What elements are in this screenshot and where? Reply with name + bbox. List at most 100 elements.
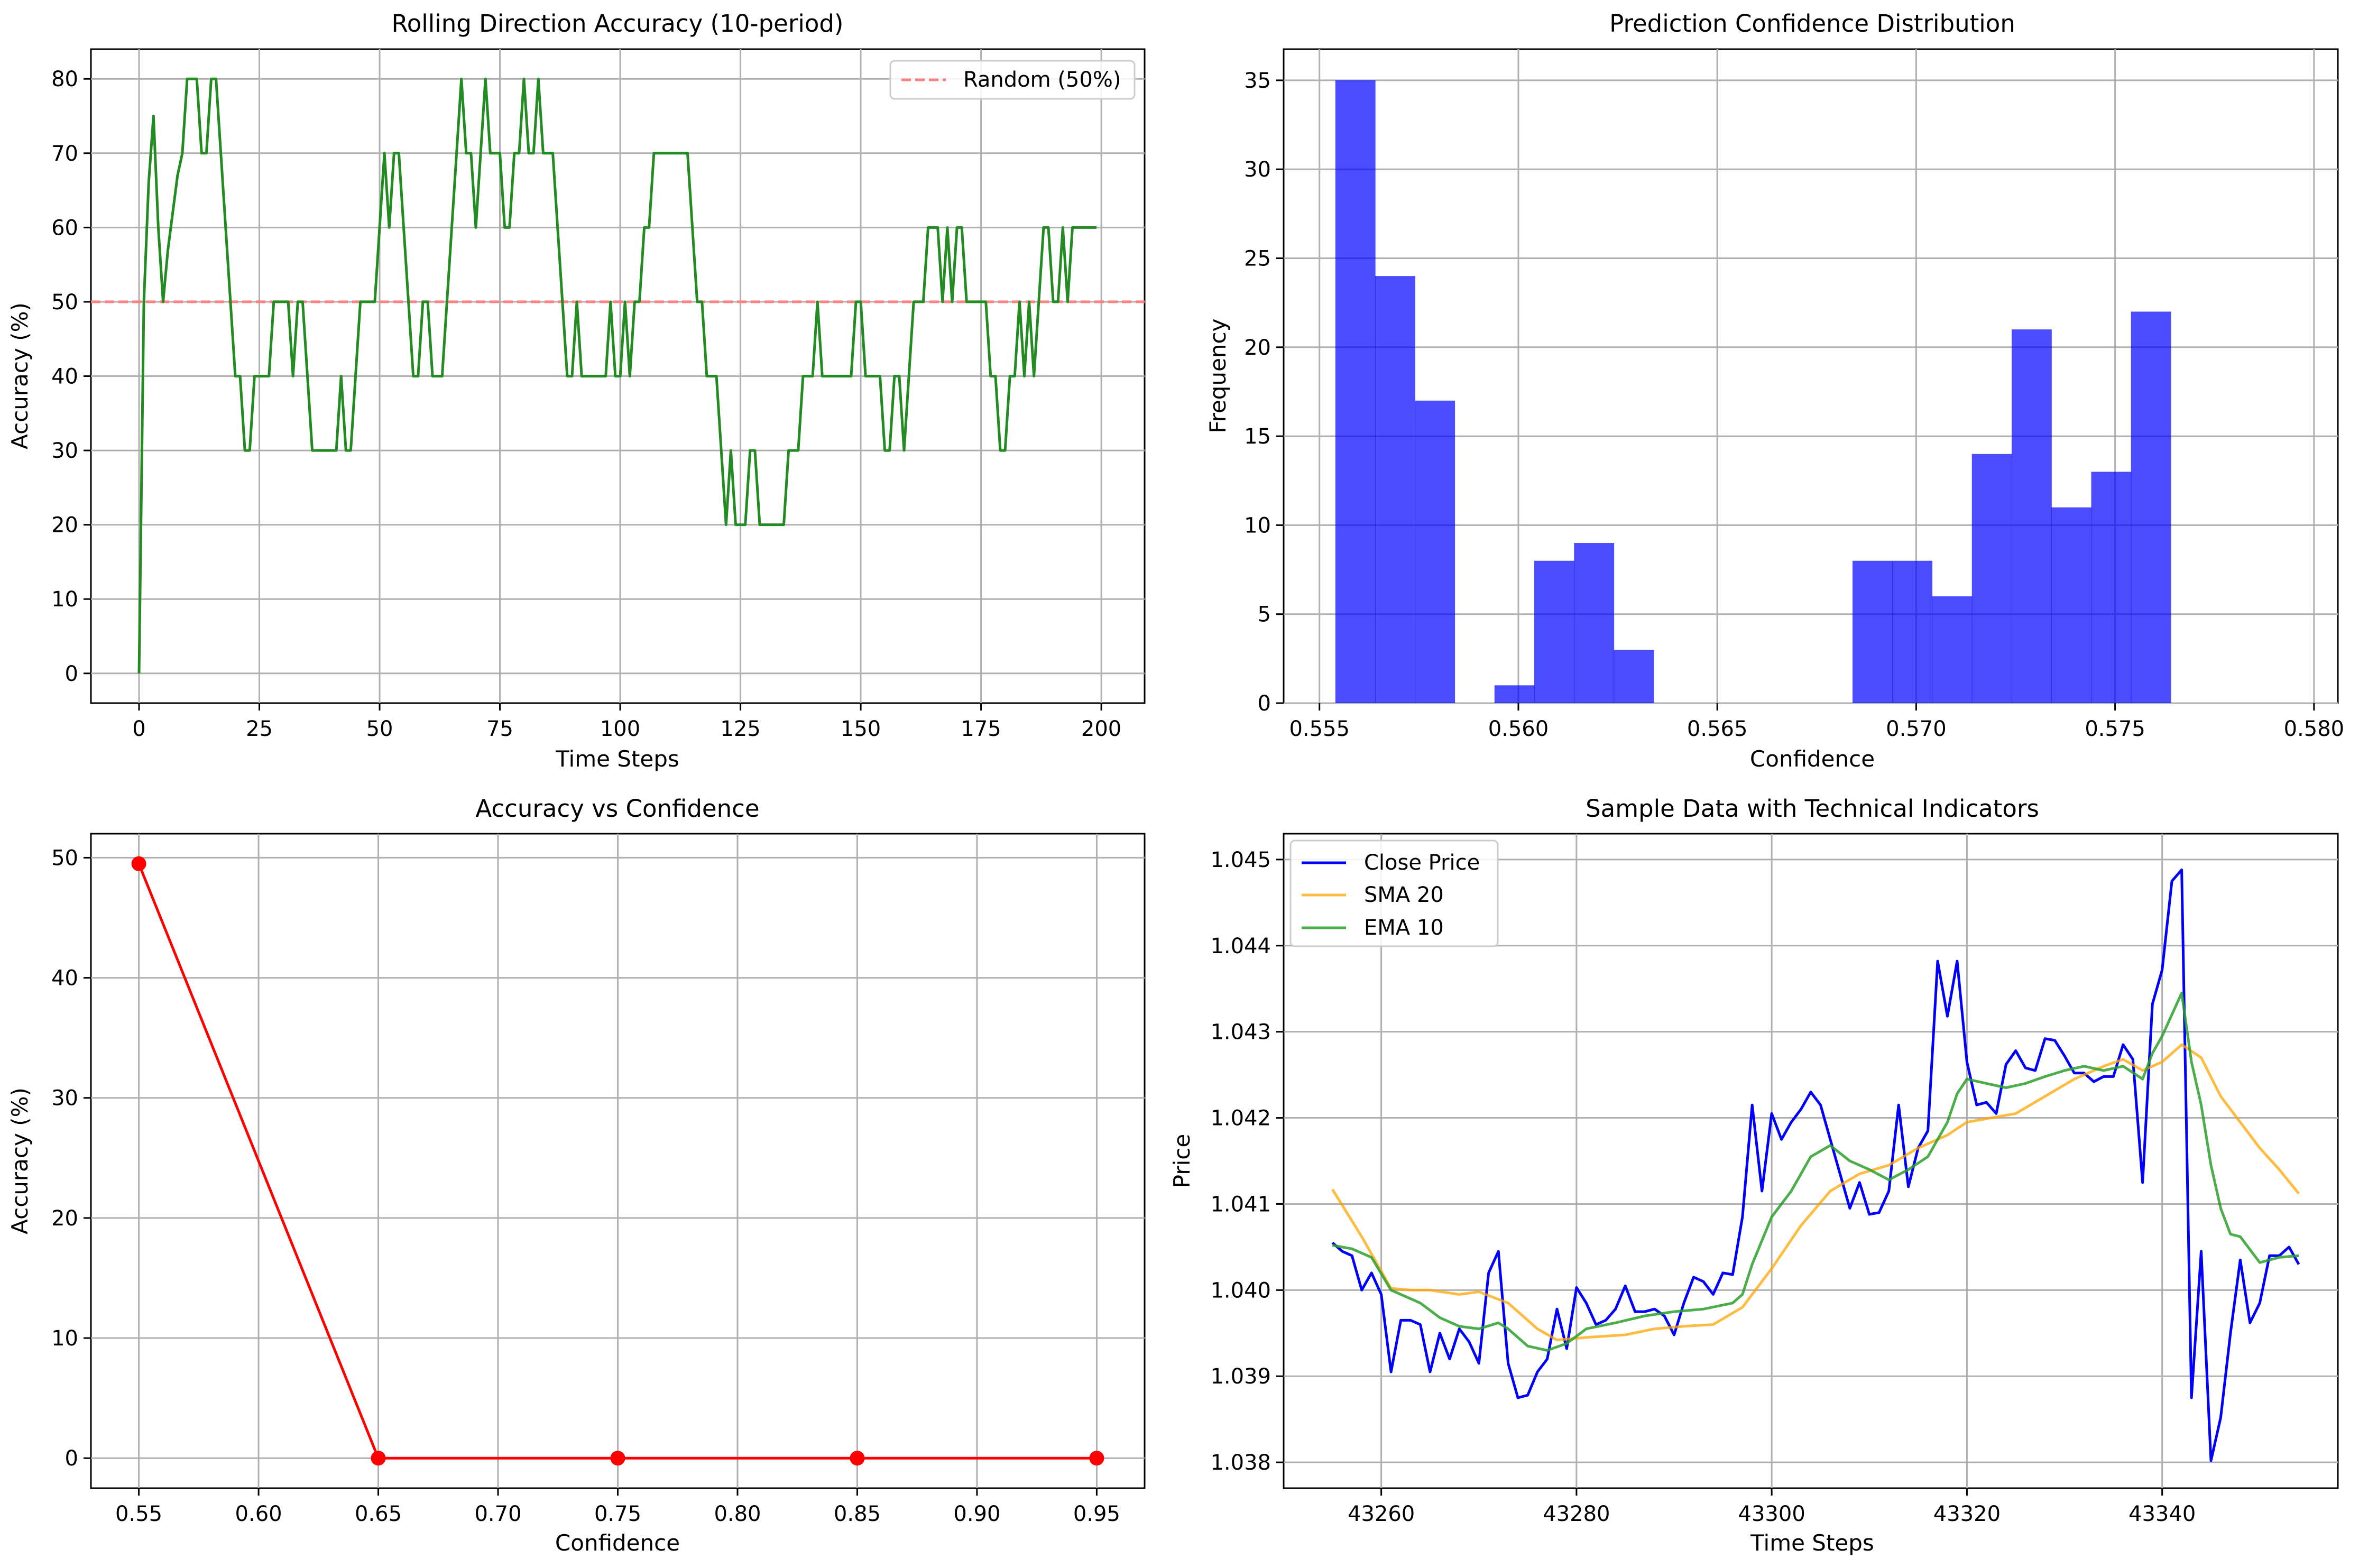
ema-10-line (1332, 991, 2299, 1352)
x-tick-label: 43260 (1348, 1502, 1415, 1526)
x-tick-label: 0.65 (355, 1502, 402, 1526)
accuracy-line (137, 77, 1096, 674)
x-tick-label: 50 (366, 717, 393, 741)
x-tick-label: 25 (246, 717, 273, 741)
y-tick-label: 1.041 (1210, 1192, 1271, 1216)
data-point (131, 856, 146, 871)
data-point (610, 1451, 625, 1466)
x-tick-label: 0.560 (1488, 717, 1549, 741)
histogram-bar (1415, 400, 1455, 703)
legend-box (1289, 840, 1499, 947)
data-point (371, 1451, 386, 1466)
x-tick-label: 0.75 (594, 1502, 641, 1526)
chart-title: Rolling Direction Accuracy (10-period) (392, 10, 844, 38)
accuracy-vs-confidence-chart: Accuracy vs Confidence 0.55 0.60 0.65 0.70 0… (7, 795, 1146, 1556)
data-point (850, 1451, 865, 1466)
legend: Random (50%) (889, 60, 1136, 100)
y-tick-label: 30 (1244, 158, 1271, 182)
x-tick-label: 175 (961, 717, 1001, 741)
histogram-bar (1335, 80, 1376, 703)
x-tick-label: 75 (486, 717, 513, 741)
rolling-accuracy-chart: Rolling Direction Accuracy (10-period) 0… (7, 10, 1146, 772)
x-tick-label: 43340 (2128, 1502, 2196, 1526)
x-axis-label: Confidence (1750, 746, 1875, 772)
legend-label-close-price: Close Price (1364, 851, 1480, 875)
y-tick-label: 70 (51, 142, 78, 166)
histogram-bar (2051, 507, 2092, 703)
y-tick-label: 10 (51, 587, 78, 612)
legend: Close Price SMA 20 EMA 10 (1289, 840, 1499, 947)
y-tick-label: 0 (65, 1446, 78, 1471)
plot-area (1283, 833, 2339, 1489)
histogram-bar (1534, 560, 1574, 703)
chart-title: Accuracy vs Confidence (475, 795, 759, 823)
x-tick-label: 0.85 (834, 1502, 881, 1526)
confidence-histogram: Prediction Confidence Distribution 0.555… (1205, 10, 2344, 772)
y-tick-label: 20 (51, 1206, 78, 1231)
y-tick-label: 1.044 (1210, 934, 1271, 958)
y-axis-label: Accuracy (%) (7, 1087, 33, 1234)
x-tick-label: 43320 (1933, 1502, 2001, 1526)
y-tick-label: 30 (51, 439, 78, 463)
x-tick-label: 0.565 (1687, 717, 1748, 741)
y-tick-label: 50 (51, 290, 78, 315)
y-tick-label: 80 (51, 67, 78, 91)
x-tick-label: 125 (720, 717, 760, 741)
y-tick-label: 30 (51, 1086, 78, 1111)
x-tick-label: 43300 (1738, 1502, 1805, 1526)
y-axis-label: Accuracy (%) (7, 302, 33, 449)
x-axis-label: Time Steps (1750, 1530, 1874, 1556)
histogram-bar (1494, 685, 1535, 703)
x-tick-label: 0.90 (953, 1502, 1000, 1526)
x-tick-label: 0.570 (1886, 717, 1947, 741)
x-tick-label: 0.555 (1289, 717, 1350, 741)
chart-title: Sample Data with Technical Indicators (1586, 795, 2039, 823)
histogram-bar (1892, 560, 1933, 703)
y-tick-label: 10 (1244, 513, 1271, 538)
x-tick-label: 0.60 (235, 1502, 282, 1526)
x-tick-label: 100 (600, 717, 640, 741)
y-tick-label: 1.038 (1210, 1451, 1271, 1475)
y-tick-label: 50 (51, 846, 78, 870)
x-axis-label: Time Steps (555, 746, 679, 772)
y-axis-label: Price (1169, 1134, 1195, 1188)
y-tick-label: 15 (1244, 425, 1271, 449)
legend-box (889, 60, 1136, 100)
y-tick-label: 1.045 (1210, 848, 1271, 872)
histogram-bar (1574, 543, 1615, 703)
y-tick-label: 0 (65, 662, 78, 686)
y-tick-label: 40 (51, 365, 78, 389)
data-point (1089, 1451, 1104, 1466)
x-tick-label: 150 (841, 717, 881, 741)
legend-label-random: Random (50%) (963, 68, 1121, 92)
sma-20-line (1331, 1043, 2300, 1342)
y-tick-label: 1.043 (1210, 1020, 1271, 1045)
y-tick-label: 5 (1258, 603, 1271, 627)
y-tick-label: 1.039 (1210, 1364, 1271, 1389)
histogram-bar (1932, 596, 1973, 703)
histogram-bar (2011, 329, 2052, 703)
histogram-bar (1614, 650, 1654, 703)
histogram-bar (1971, 454, 2012, 703)
y-tick-label: 25 (1244, 247, 1271, 271)
y-tick-label: 40 (51, 966, 78, 991)
x-tick-label: 200 (1081, 717, 1121, 741)
x-tick-label: 0.80 (714, 1502, 761, 1526)
x-axis-label: Confidence (555, 1530, 680, 1556)
chart-title: Prediction Confidence Distribution (1609, 10, 2015, 38)
y-tick-label: 20 (1244, 336, 1271, 360)
histogram-bar (1853, 560, 1893, 703)
x-tick-label: 43280 (1543, 1502, 1610, 1526)
x-tick-label: 0.95 (1073, 1502, 1120, 1526)
x-tick-label: 0.575 (2085, 717, 2145, 741)
y-tick-label: 1.042 (1210, 1106, 1271, 1131)
y-tick-label: 60 (51, 216, 78, 240)
x-tick-label: 0.70 (474, 1502, 521, 1526)
y-tick-label: 35 (1244, 69, 1271, 93)
y-axis-label: Frequency (1205, 319, 1231, 433)
histogram-bar (2131, 311, 2171, 703)
x-tick-label: 0.580 (2284, 717, 2345, 741)
x-tick-label: 0.55 (115, 1502, 162, 1526)
x-tick-label: 0 (132, 717, 145, 741)
